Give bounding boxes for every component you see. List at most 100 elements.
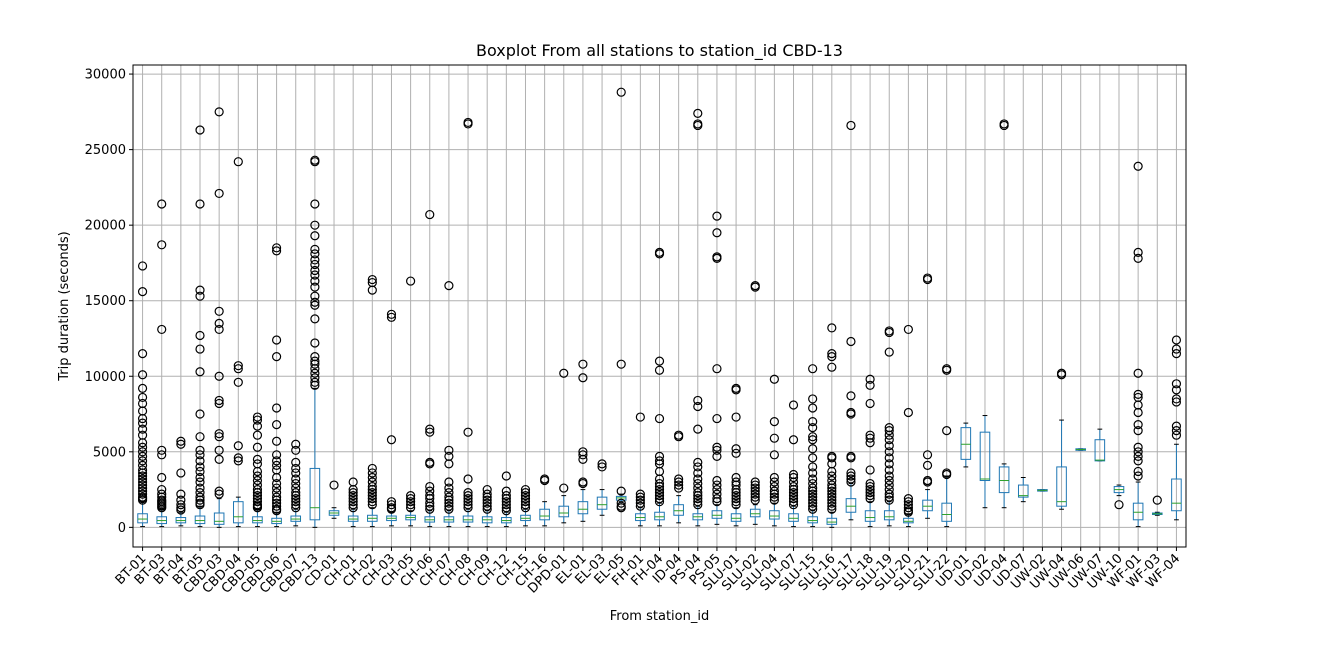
- flier-point: [291, 500, 301, 510]
- flier-point: [310, 291, 320, 301]
- flier-point: [654, 249, 665, 259]
- flier-point: [252, 430, 263, 440]
- box-group-PS-05: [711, 211, 723, 525]
- flier-point: [252, 491, 263, 501]
- y-axis: 0 5000 10000 15000 20000 25000 30000: [85, 68, 133, 536]
- flier-point: [1133, 420, 1143, 430]
- flier-point: [386, 504, 397, 514]
- flier-point: [808, 501, 818, 511]
- flier-point: [616, 486, 626, 496]
- flier-point: [884, 475, 894, 486]
- flier-point: [674, 483, 684, 493]
- flier-point: [654, 365, 665, 375]
- flier-point: [865, 465, 875, 475]
- box-group-SLU-21: [922, 273, 933, 519]
- box-group-CBD-13: [309, 155, 321, 528]
- flier-point: [348, 494, 358, 504]
- flier-point: [788, 400, 799, 410]
- flier-point: [157, 240, 167, 250]
- flier-point: [731, 484, 741, 495]
- flier-point: [214, 371, 224, 381]
- flier-point: [271, 335, 282, 345]
- flier-point: [769, 374, 779, 384]
- flier-point: [693, 500, 703, 510]
- flier-point: [846, 477, 856, 487]
- flier-point: [310, 157, 320, 167]
- flier-point: [654, 413, 665, 424]
- flier-point: [903, 407, 913, 418]
- iqr-box: [826, 517, 838, 525]
- flier-point: [271, 420, 282, 430]
- flier-point: [214, 432, 224, 442]
- iqr-box: [864, 510, 876, 522]
- box-group-CH-07: [443, 281, 455, 528]
- y-axis-label: Trip duration (seconds): [57, 231, 72, 382]
- iqr-box: [922, 499, 933, 512]
- flier-point: [233, 377, 243, 387]
- iqr-box: [252, 516, 263, 524]
- flier-point: [425, 427, 435, 437]
- flier-point: [406, 497, 416, 507]
- flier-point: [482, 498, 492, 508]
- flier-point: [903, 494, 913, 504]
- box-group-UD-04: [998, 119, 1010, 509]
- flier-point: [712, 475, 722, 486]
- flier-point: [501, 503, 511, 513]
- flier-point: [291, 457, 301, 467]
- box-group-UD-07: [1017, 476, 1029, 503]
- flier-point: [808, 453, 818, 463]
- flier-point: [808, 468, 818, 478]
- flier-point: [501, 497, 511, 507]
- flier-point: [310, 265, 320, 276]
- flier-point: [310, 338, 320, 348]
- flier-point: [750, 486, 760, 496]
- flier-point: [635, 498, 645, 508]
- box-group-BT-04: [175, 436, 187, 527]
- flier-point: [367, 468, 377, 478]
- flier-point: [903, 497, 913, 507]
- box-group-UW-06: [1075, 448, 1086, 451]
- box-group-CH-05: [405, 276, 416, 527]
- flier-point: [865, 438, 875, 448]
- iqr-box: [194, 515, 206, 525]
- box-group-ID-04: [673, 430, 684, 524]
- box-group-CBD-06: [271, 243, 282, 528]
- flier-point: [348, 491, 358, 501]
- flier-point: [922, 460, 933, 471]
- flier-point: [903, 324, 913, 335]
- flier-point: [827, 495, 837, 505]
- box-group-FH-01: [635, 412, 646, 527]
- flier-point: [271, 460, 282, 471]
- flier-point: [712, 211, 722, 221]
- flier-point: [137, 477, 148, 487]
- flier-point: [769, 489, 779, 499]
- flier-point: [1171, 379, 1182, 389]
- flier-point: [827, 453, 837, 463]
- flier-point: [252, 484, 263, 495]
- flier-point: [999, 120, 1009, 131]
- flier-point: [654, 481, 665, 492]
- flier-point: [195, 477, 205, 487]
- flier-point: [1171, 394, 1182, 404]
- flier-point: [827, 323, 837, 333]
- flier-point: [291, 497, 301, 507]
- flier-point: [137, 456, 148, 466]
- flier-point: [922, 274, 933, 285]
- flier-point: [827, 466, 837, 477]
- iqr-box: [1094, 439, 1106, 462]
- flier-point: [731, 500, 741, 510]
- flier-point: [444, 477, 454, 487]
- box-group-SLU-19: [883, 326, 895, 527]
- flier-point: [884, 459, 894, 469]
- flier-point: [942, 365, 952, 375]
- flier-point: [157, 472, 167, 483]
- box-group-UW-10: [1113, 484, 1125, 510]
- flier-point: [310, 377, 320, 387]
- flier-point: [214, 445, 224, 455]
- flier-point: [884, 441, 894, 451]
- flier-point: [827, 504, 837, 514]
- flier-point: [310, 297, 320, 307]
- flier-point: [482, 501, 492, 511]
- flier-point: [520, 503, 531, 513]
